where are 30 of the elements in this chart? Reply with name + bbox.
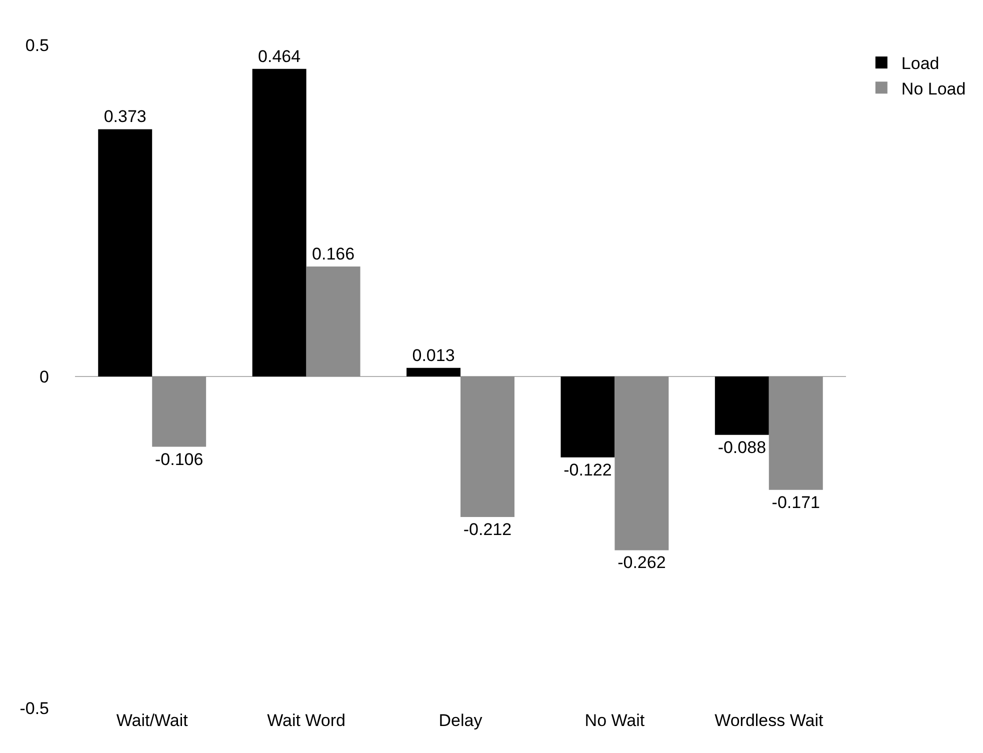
bar (406, 368, 460, 376)
bar (306, 266, 360, 376)
x-tick-label: Wordless Wait (714, 711, 824, 730)
x-tick-label: Wait Word (267, 711, 346, 730)
data-label: 0.166 (312, 244, 355, 264)
data-label: -0.262 (618, 553, 666, 572)
bar (98, 129, 152, 376)
data-label: -0.171 (772, 492, 820, 512)
bar (714, 376, 769, 435)
data-label: -0.088 (718, 438, 766, 457)
data-label: -0.122 (564, 460, 612, 480)
data-label: 0.013 (412, 346, 455, 365)
data-label: -0.106 (154, 450, 204, 469)
bar (768, 376, 823, 490)
bar (460, 376, 514, 518)
bar (614, 376, 669, 550)
x-tick-label: No Wait (584, 711, 645, 730)
y-tick-label: -0.5 (20, 698, 49, 718)
y-tick-label: 0 (40, 367, 49, 386)
data-label: -0.212 (463, 520, 512, 540)
data-label: 0.373 (104, 107, 146, 126)
y-tick-label: 0.5 (25, 36, 49, 55)
bar (252, 68, 306, 376)
data-label: 0.464 (258, 46, 301, 66)
legend-label: Load (901, 54, 940, 74)
x-tick-label: Wait/Wait (116, 711, 188, 730)
bar (560, 376, 615, 458)
bar (152, 376, 206, 447)
x-tick-label: Delay (438, 711, 483, 730)
legend-label: No Load (901, 79, 966, 98)
